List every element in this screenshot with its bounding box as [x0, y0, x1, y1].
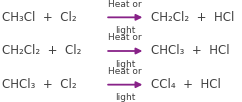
Text: light: light: [115, 26, 136, 35]
Text: light: light: [115, 93, 136, 102]
Text: CCl₄  +  HCl: CCl₄ + HCl: [151, 78, 221, 91]
Text: CH₂Cl₂  +  Cl₂: CH₂Cl₂ + Cl₂: [2, 44, 82, 58]
Text: Heat or: Heat or: [108, 67, 142, 76]
Text: CHCl₃  +  Cl₂: CHCl₃ + Cl₂: [2, 78, 77, 91]
Text: Heat or: Heat or: [108, 0, 142, 9]
Text: CH₂Cl₂  +  HCl: CH₂Cl₂ + HCl: [151, 11, 235, 24]
Text: CH₃Cl  +  Cl₂: CH₃Cl + Cl₂: [2, 11, 77, 24]
Text: Heat or: Heat or: [108, 33, 142, 42]
Text: light: light: [115, 60, 136, 69]
Text: CHCl₃  +  HCl: CHCl₃ + HCl: [151, 44, 230, 58]
